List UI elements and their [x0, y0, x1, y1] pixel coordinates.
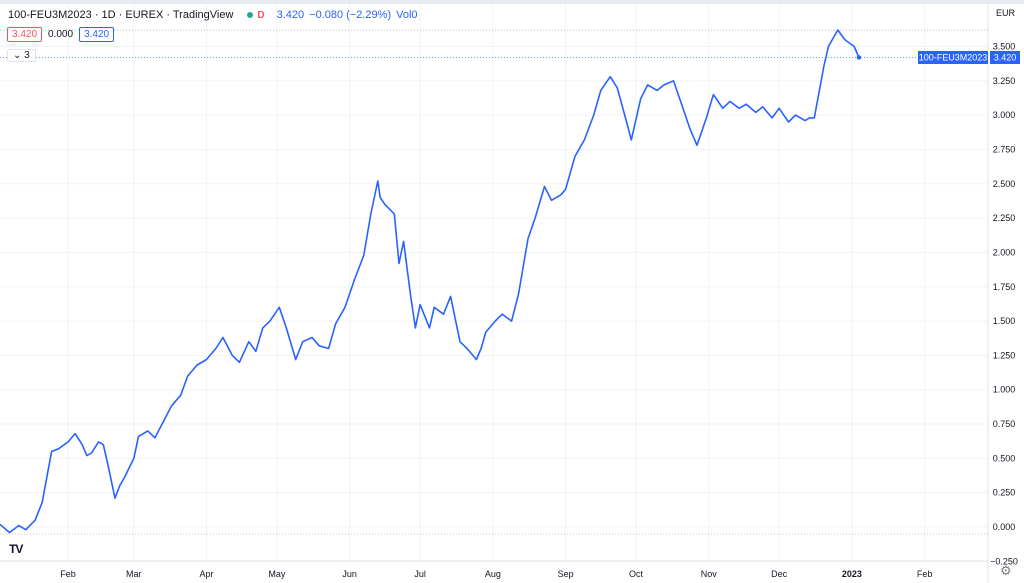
- symbol-title[interactable]: 100-FEU3M2023 · 1D · EUREX · TradingView: [8, 9, 234, 21]
- price-tick-label: 2.250: [993, 213, 1016, 223]
- time-tick-label: Dec: [771, 569, 788, 579]
- spread-value: 0.000: [48, 29, 74, 40]
- time-axis[interactable]: Feb Mar Apr May Jun Jul Aug Sep Oct Nov Dec 2023 Feb: [60, 569, 932, 579]
- buy-price-button[interactable]: 3.420: [79, 27, 115, 42]
- price-tick-label: 1.000: [993, 385, 1016, 395]
- time-tick-label: Apr: [200, 569, 214, 579]
- time-tick-label: 2023: [842, 569, 862, 579]
- time-tick-label: Feb: [917, 569, 933, 579]
- value-label: 3.420: [994, 52, 1017, 62]
- interval-badge: D: [257, 9, 265, 21]
- price-tick-label: 2.500: [993, 179, 1016, 189]
- time-tick-label: Jul: [414, 569, 426, 579]
- price-axis[interactable]: 3.500 3.250 3.000 2.750 2.500 2.250 2.000 1.750…: [990, 42, 1018, 567]
- gear-icon[interactable]: ⚙: [1000, 563, 1012, 578]
- grid-vertical: [67, 4, 926, 561]
- price-tick-label: 1.750: [993, 282, 1016, 292]
- indicators-toggle[interactable]: ⌄ 3: [7, 49, 36, 62]
- last-price-point: [856, 55, 862, 60]
- last-price-label: 100-FEU3M2023 3.420: [918, 50, 1020, 64]
- indicator-count: 3: [24, 50, 30, 61]
- time-tick-label: Feb: [60, 569, 76, 579]
- symbol-label: 100-FEU3M2023: [919, 52, 988, 62]
- price-tick-label: 3.500: [993, 42, 1016, 52]
- value-label-box: [990, 50, 1020, 64]
- time-tick-label: Aug: [485, 569, 501, 579]
- time-tick-label: Mar: [126, 569, 142, 579]
- time-tick-label: May: [268, 569, 286, 579]
- market-status-icon: [247, 12, 254, 18]
- price-tick-label: 1.500: [993, 316, 1016, 326]
- price-tick-label: 0.000: [993, 522, 1016, 532]
- volume-value: Vol0: [396, 9, 418, 21]
- tradingview-logo-icon[interactable]: TV: [9, 542, 23, 556]
- price-tick-label: 2.750: [993, 144, 1016, 154]
- price-tick-label: 3.000: [993, 110, 1016, 120]
- last-price-value: 3.420: [276, 9, 305, 21]
- price-tick-label: 1.250: [993, 350, 1016, 360]
- price-tick-label: 2.000: [993, 247, 1016, 257]
- price-tick-label: 3.250: [993, 76, 1016, 86]
- price-tick-label: 0.250: [993, 488, 1016, 498]
- time-tick-label: Sep: [558, 569, 574, 579]
- symbol-label-box: [918, 50, 988, 64]
- price-tick-label: 0.500: [993, 453, 1016, 463]
- price-series-line[interactable]: [0, 29, 860, 534]
- time-tick-label: Oct: [629, 569, 644, 579]
- bid-ask-row: 3.420 0.000 3.420: [7, 27, 115, 42]
- price-tick-label: −0.250: [990, 556, 1018, 566]
- sell-price-button[interactable]: 3.420: [7, 27, 43, 42]
- currency-label: EUR: [996, 8, 1016, 18]
- chevron-down-icon: ⌄: [13, 50, 22, 61]
- price-change-value: −0.080 (−2.29%): [309, 9, 392, 21]
- time-tick-label: Nov: [701, 569, 718, 579]
- time-tick-label: Jun: [342, 569, 357, 579]
- legend-header: 100-FEU3M2023 · 1D · EUREX · TradingView…: [8, 9, 418, 21]
- price-tick-label: 0.750: [993, 419, 1016, 429]
